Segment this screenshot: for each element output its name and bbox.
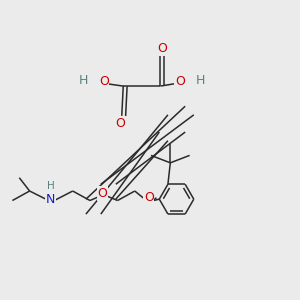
Text: H: H	[78, 74, 88, 87]
Text: O: O	[144, 191, 154, 204]
Text: O: O	[157, 42, 167, 56]
Text: N: N	[46, 193, 55, 206]
Text: O: O	[175, 75, 185, 88]
Text: H: H	[46, 181, 54, 191]
Text: O: O	[99, 75, 109, 88]
Text: O: O	[115, 117, 125, 130]
Text: H: H	[196, 74, 205, 87]
Text: O: O	[98, 187, 107, 200]
